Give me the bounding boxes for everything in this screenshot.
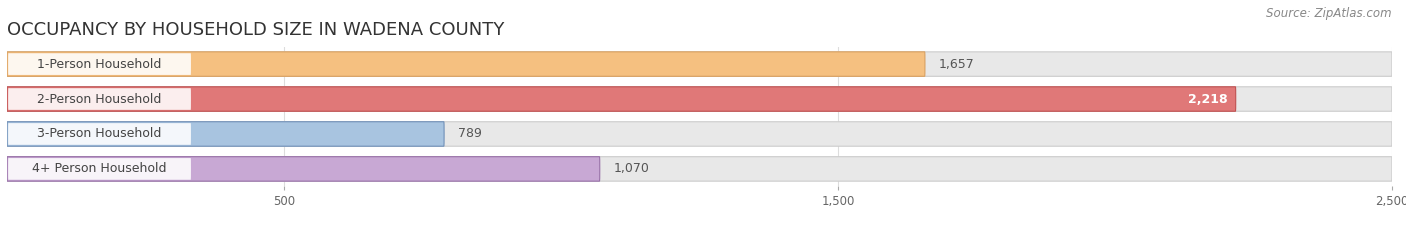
Text: 1-Person Household: 1-Person Household (38, 58, 162, 71)
FancyBboxPatch shape (7, 122, 444, 146)
Text: Source: ZipAtlas.com: Source: ZipAtlas.com (1267, 7, 1392, 20)
FancyBboxPatch shape (8, 88, 191, 110)
FancyBboxPatch shape (7, 87, 1392, 111)
Text: OCCUPANCY BY HOUSEHOLD SIZE IN WADENA COUNTY: OCCUPANCY BY HOUSEHOLD SIZE IN WADENA CO… (7, 21, 505, 39)
FancyBboxPatch shape (7, 157, 1392, 181)
FancyBboxPatch shape (8, 158, 191, 180)
FancyBboxPatch shape (7, 52, 925, 76)
FancyBboxPatch shape (7, 157, 600, 181)
FancyBboxPatch shape (7, 52, 1392, 76)
Text: 4+ Person Household: 4+ Person Household (32, 162, 167, 175)
FancyBboxPatch shape (8, 123, 191, 145)
FancyBboxPatch shape (8, 53, 191, 75)
Text: 1,070: 1,070 (613, 162, 650, 175)
Text: 789: 789 (458, 127, 482, 140)
Text: 2,218: 2,218 (1188, 93, 1227, 106)
Text: 2-Person Household: 2-Person Household (38, 93, 162, 106)
FancyBboxPatch shape (7, 122, 1392, 146)
FancyBboxPatch shape (7, 87, 1236, 111)
Text: 3-Person Household: 3-Person Household (38, 127, 162, 140)
Text: 1,657: 1,657 (939, 58, 974, 71)
